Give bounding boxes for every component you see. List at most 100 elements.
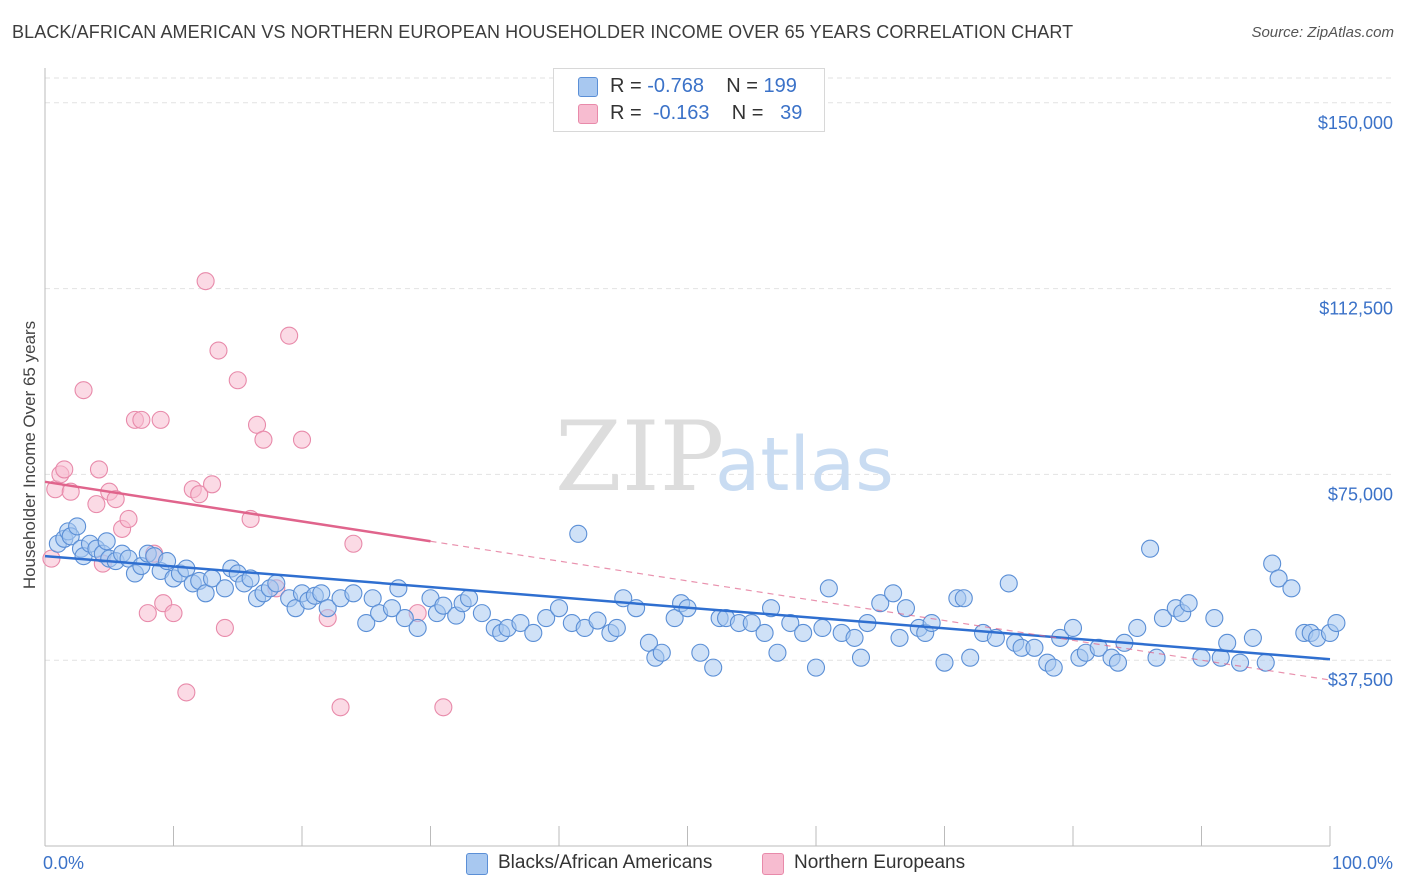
data-point [395, 609, 414, 628]
data-point [761, 599, 781, 618]
data-point [704, 658, 723, 677]
data-point [1128, 618, 1147, 638]
data-point [935, 653, 954, 672]
data-point [652, 643, 671, 662]
data-point [1141, 539, 1160, 558]
x-tick-label-0: 0.0% [43, 853, 84, 873]
stats-legend: R = -0.768 N = 199 R = -0.163 N = 39 [553, 68, 825, 132]
data-point [1327, 613, 1346, 633]
data-point [280, 326, 299, 345]
data-point [569, 524, 588, 543]
data-point [196, 272, 215, 291]
data-point [871, 594, 890, 613]
data-point [254, 430, 273, 449]
data-point [537, 609, 556, 628]
watermark-zip: ZIP [555, 401, 724, 513]
data-point [1231, 653, 1250, 672]
pink-r-value: -0.163 [652, 102, 710, 124]
data-point [524, 623, 543, 642]
data-point [215, 579, 234, 598]
data-point [215, 618, 234, 638]
data-point [1063, 618, 1083, 638]
data-point [389, 579, 408, 598]
blue-points [48, 517, 1346, 677]
data-point [890, 628, 909, 647]
trend-line-blacks [44, 554, 1331, 661]
blue-n-value: 199 [763, 75, 797, 97]
y-axis-title: Householder Income Over 65 years [20, 321, 39, 589]
data-point [1044, 658, 1063, 677]
axes [44, 68, 1331, 847]
data-point [106, 490, 125, 509]
data-point [209, 341, 228, 360]
data-point [1108, 653, 1128, 672]
blue-r-value: -0.768 [647, 75, 704, 97]
blue-swatch [578, 77, 598, 97]
data-point [382, 599, 402, 618]
data-point [331, 698, 350, 717]
data-point [74, 381, 93, 400]
r-label: R = [610, 75, 642, 97]
pink-n-value: 39 [780, 102, 803, 124]
data-point [318, 599, 337, 618]
data-point [1153, 609, 1172, 628]
data-point [87, 495, 106, 514]
y-tick-label: $150,000 [1318, 113, 1393, 133]
data-point [68, 517, 87, 536]
x-tick-label-100: 100.0% [1332, 853, 1393, 873]
data-point [1192, 648, 1211, 667]
data-point [819, 579, 838, 598]
data-point [794, 623, 813, 642]
data-point [607, 618, 626, 638]
data-point [1025, 638, 1044, 657]
data-point [1218, 633, 1237, 652]
data-point [151, 410, 170, 429]
watermark: ZIP atlas [555, 401, 894, 513]
data-point [203, 475, 222, 494]
data-point [459, 589, 479, 608]
data-point [292, 430, 312, 449]
data-point [89, 460, 109, 479]
data-point [119, 509, 138, 529]
pink-points [42, 272, 453, 717]
data-point [845, 628, 864, 647]
data-point [1269, 569, 1288, 588]
data-point [97, 532, 116, 551]
data-point [132, 410, 151, 429]
r-label: R = [610, 102, 642, 124]
data-point [511, 613, 530, 633]
data-point [344, 584, 363, 603]
data-point [588, 611, 607, 630]
legend-label-blacks: Blacks/African Americans [498, 852, 713, 873]
data-point [755, 623, 774, 642]
chart-title: BLACK/AFRICAN AMERICAN VS NORTHERN EUROP… [12, 22, 1074, 42]
y-tick-label: $112,500 [1319, 299, 1393, 319]
data-point [549, 599, 569, 618]
data-point [190, 485, 209, 504]
data-point [1243, 628, 1262, 647]
data-point [267, 574, 286, 593]
data-point [434, 596, 453, 615]
trend-line-northern-europeans [44, 480, 431, 543]
data-point [768, 643, 787, 662]
data-point [357, 613, 376, 633]
data-point [999, 574, 1018, 593]
source-label: Source: ZipAtlas.com [1251, 24, 1394, 41]
trend-extension-northern-europeans [430, 540, 1331, 681]
data-point [228, 371, 247, 390]
data-point [813, 618, 832, 638]
data-point [954, 589, 973, 608]
data-point [138, 604, 157, 623]
legend-label-northern-europeans: Northern Europeans [794, 852, 966, 873]
data-point [164, 604, 183, 623]
data-point [691, 643, 710, 662]
data-point [961, 648, 980, 667]
blue-swatch [466, 853, 488, 875]
data-point [55, 460, 74, 479]
data-point [884, 584, 903, 603]
data-point [1282, 579, 1301, 598]
y-axis-labels: $37,500 $75,000 $112,500 $150,000 [1318, 113, 1393, 690]
n-label: N = [731, 102, 764, 124]
data-point [781, 613, 800, 633]
